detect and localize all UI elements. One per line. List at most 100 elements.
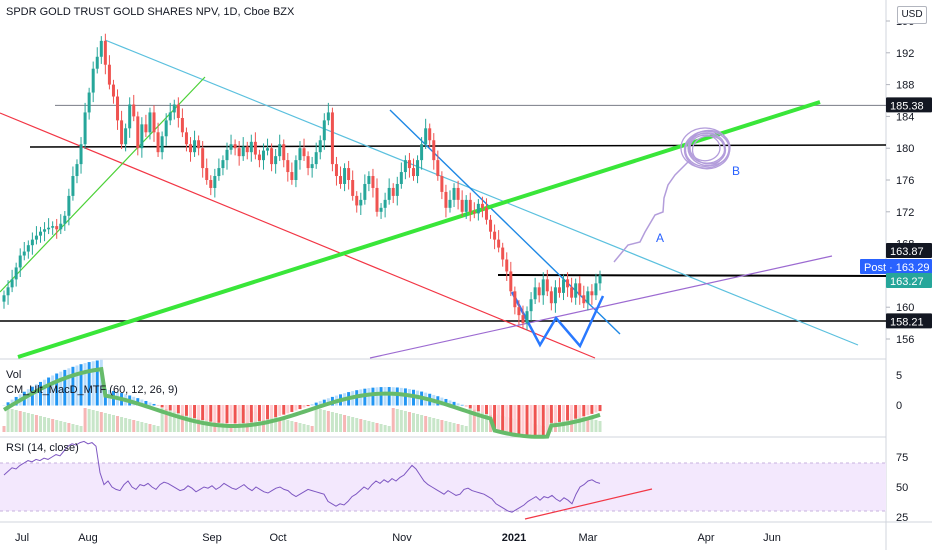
volume-bar <box>274 417 278 432</box>
macd-bar <box>282 405 286 415</box>
candle-body <box>103 40 107 65</box>
macd-bar <box>566 405 570 421</box>
volume-bar <box>343 415 347 432</box>
macd-bar <box>144 400 148 406</box>
candle-body <box>484 207 488 220</box>
candle-body <box>91 68 95 93</box>
macd-bar <box>379 387 383 406</box>
macd-bar <box>497 405 501 430</box>
volume-bar <box>347 416 351 432</box>
volume-bar <box>189 415 193 432</box>
volume-bar <box>428 417 432 432</box>
volume-bar <box>460 425 464 432</box>
candle-body <box>330 112 334 165</box>
candle-body <box>306 156 310 169</box>
macd-bar <box>371 387 375 406</box>
volume-bar <box>403 411 407 432</box>
candles <box>2 33 602 331</box>
candle-body <box>294 160 298 180</box>
macd-bar <box>456 403 460 406</box>
price-label-box <box>860 259 932 274</box>
candle-body <box>468 199 472 212</box>
macd-bar <box>152 403 156 406</box>
macd-bar <box>306 405 310 407</box>
macd-bar <box>391 387 395 406</box>
candle-body <box>22 251 26 256</box>
macd-bar <box>476 405 480 412</box>
macd-bar <box>184 405 188 416</box>
macd-bar <box>71 366 75 406</box>
candle-body <box>14 267 18 280</box>
candle-body <box>225 149 229 161</box>
macd-bar <box>298 405 302 410</box>
volume-label: Vol <box>6 369 22 381</box>
macd-bar <box>541 405 545 436</box>
volume-bar <box>59 421 63 432</box>
macd-bar <box>266 405 270 420</box>
macd-bar <box>168 405 172 411</box>
drawings: AB <box>0 39 887 359</box>
macd-bar <box>493 405 497 429</box>
volume-bar <box>116 416 120 432</box>
volume-bar <box>290 421 294 432</box>
macd-bar <box>310 404 314 406</box>
volume-bar <box>184 414 188 432</box>
macd-bar <box>586 405 590 416</box>
macd-bar <box>148 402 152 406</box>
price-label-box <box>886 273 932 288</box>
candle-body <box>432 140 436 161</box>
rsi-tick-label: 50 <box>896 482 908 494</box>
x-tick-label: Sep <box>202 532 222 544</box>
candle-body <box>278 144 282 157</box>
candle-body <box>562 279 566 293</box>
candle-body <box>375 187 379 212</box>
volume-bar <box>253 412 257 432</box>
candle-body <box>111 84 115 97</box>
currency-button[interactable]: USD <box>897 6 927 24</box>
macd-bar <box>286 405 290 414</box>
candle-body <box>310 164 314 169</box>
candle-body <box>180 117 184 133</box>
candle-body <box>355 195 359 206</box>
volume-bar <box>436 419 440 432</box>
candle-body <box>107 64 111 85</box>
macd-bar <box>221 405 225 424</box>
volume-bar <box>298 423 302 432</box>
x-tick-label: Apr <box>697 532 714 544</box>
volume-bar <box>30 414 34 432</box>
candle-body <box>347 168 351 180</box>
rsi-tick-label: 25 <box>896 512 908 524</box>
volume-bar <box>456 424 460 432</box>
volume-bar <box>14 410 18 432</box>
volume-bar <box>326 411 330 432</box>
price-label-box <box>886 243 932 258</box>
macd-bar <box>533 405 537 436</box>
macd-bar <box>464 405 468 407</box>
candle-body <box>598 275 602 284</box>
candle-body <box>168 112 172 121</box>
candle-body <box>140 124 144 149</box>
candle-body <box>582 295 586 304</box>
rsi-label: RSI (14, close) <box>6 442 79 454</box>
macd-bar <box>509 405 513 433</box>
macd-bar <box>270 405 274 419</box>
volume-bar <box>164 409 168 432</box>
candle-body <box>537 287 541 296</box>
candle-body <box>501 247 505 260</box>
macd-bar <box>553 405 557 423</box>
candle-body <box>424 128 428 145</box>
candle-body <box>59 223 63 230</box>
candle-body <box>270 148 274 165</box>
candle-body <box>399 172 403 184</box>
x-tick-label: Jun <box>763 532 781 544</box>
volume-bar <box>339 414 343 432</box>
macd-bar <box>525 405 529 435</box>
volume-bar <box>371 422 375 432</box>
blue-trendline <box>389 109 621 335</box>
candle-body <box>545 279 549 292</box>
annotation-label-b: B <box>732 164 740 178</box>
candle-body <box>233 144 237 149</box>
volume-bar <box>416 414 420 432</box>
candle-body <box>47 227 51 230</box>
target-scribble <box>689 134 721 162</box>
